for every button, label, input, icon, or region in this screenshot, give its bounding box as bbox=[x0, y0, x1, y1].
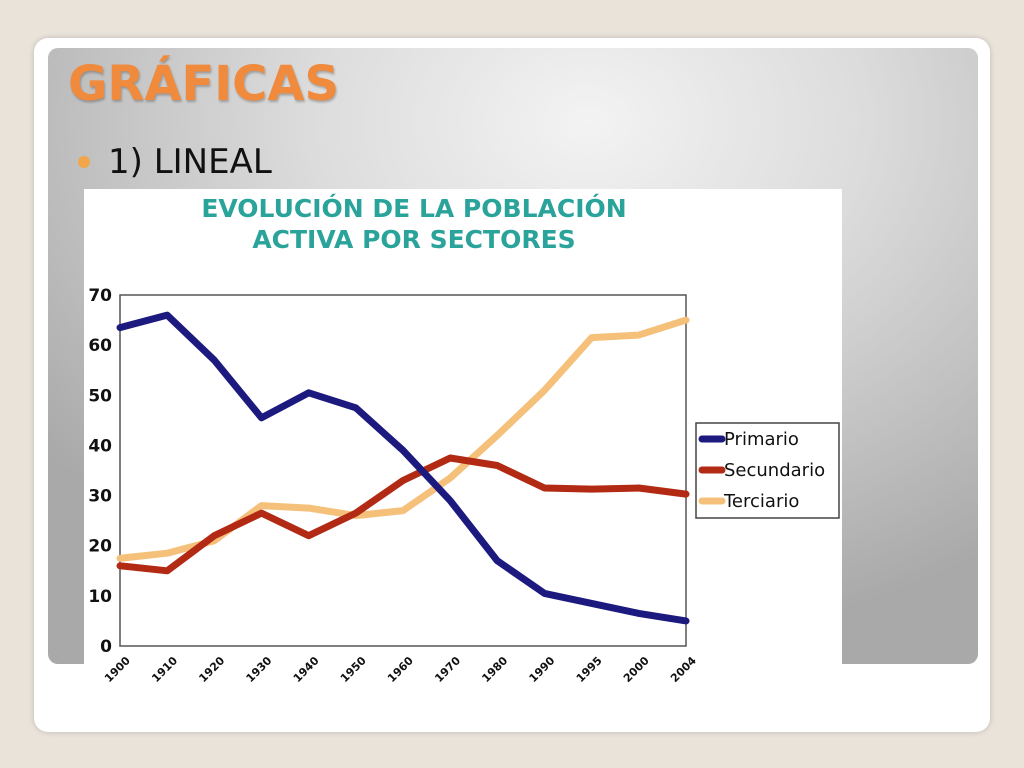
legend-label-primario: Primario bbox=[724, 429, 799, 450]
legend-label-secundario: Secundario bbox=[724, 460, 825, 481]
y-tick-label: 60 bbox=[88, 336, 112, 356]
bullet-text: 1) LINEAL bbox=[108, 142, 272, 182]
bullet-item: 1) LINEAL bbox=[78, 140, 272, 184]
x-tick-label: 1920 bbox=[196, 654, 227, 685]
axes: 0 10 20 30 40 50 60 70 1900 1910 1920 1930 1940 1950 1… bbox=[88, 286, 699, 685]
x-tick-label: 2004 bbox=[668, 654, 699, 685]
x-tick-label: 1995 bbox=[574, 654, 605, 685]
x-tick-label: 1990 bbox=[527, 654, 558, 685]
x-tick-label: 1940 bbox=[291, 654, 322, 685]
series-lines bbox=[116, 311, 690, 625]
x-tick-label: 1900 bbox=[102, 654, 133, 685]
x-tick-label: 1930 bbox=[244, 654, 275, 685]
series-line-primario bbox=[116, 311, 690, 625]
chart-title-line-2: ACTIVA POR SECTORES bbox=[252, 225, 575, 254]
x-tick-label: 1910 bbox=[149, 654, 180, 685]
chart-title-line-1: EVOLUCIÓN DE LA POBLACIÓN bbox=[201, 193, 626, 223]
legend: Primario Secundario Terciario bbox=[695, 422, 840, 519]
plot-area bbox=[119, 294, 687, 647]
y-tick-label: 50 bbox=[88, 386, 112, 406]
y-tick-label: 20 bbox=[88, 537, 112, 557]
x-tick-label: 1980 bbox=[479, 654, 510, 685]
x-tick-label: 1960 bbox=[385, 654, 416, 685]
series-line-secundario bbox=[116, 454, 690, 575]
x-tick-label: 1970 bbox=[432, 654, 463, 685]
x-tick-label: 2000 bbox=[621, 654, 652, 685]
y-tick-label: 70 bbox=[88, 286, 112, 306]
y-tick-label: 30 bbox=[88, 487, 112, 507]
line-chart: EVOLUCIÓN DE LA POBLACIÓN ACTIVA POR SEC… bbox=[88, 193, 840, 685]
y-tick-label: 0 bbox=[100, 637, 112, 657]
legend-label-terciario: Terciario bbox=[723, 491, 799, 512]
line-chart-image: EVOLUCIÓN DE LA POBLACIÓN ACTIVA POR SEC… bbox=[84, 189, 842, 689]
slide-title: GRÁFICAS bbox=[68, 56, 340, 112]
x-tick-label: 1950 bbox=[338, 654, 369, 685]
bullet-dot-icon bbox=[78, 156, 90, 168]
y-tick-label: 10 bbox=[88, 587, 112, 607]
series-line-terciario bbox=[116, 316, 690, 562]
y-tick-label: 40 bbox=[88, 436, 112, 456]
